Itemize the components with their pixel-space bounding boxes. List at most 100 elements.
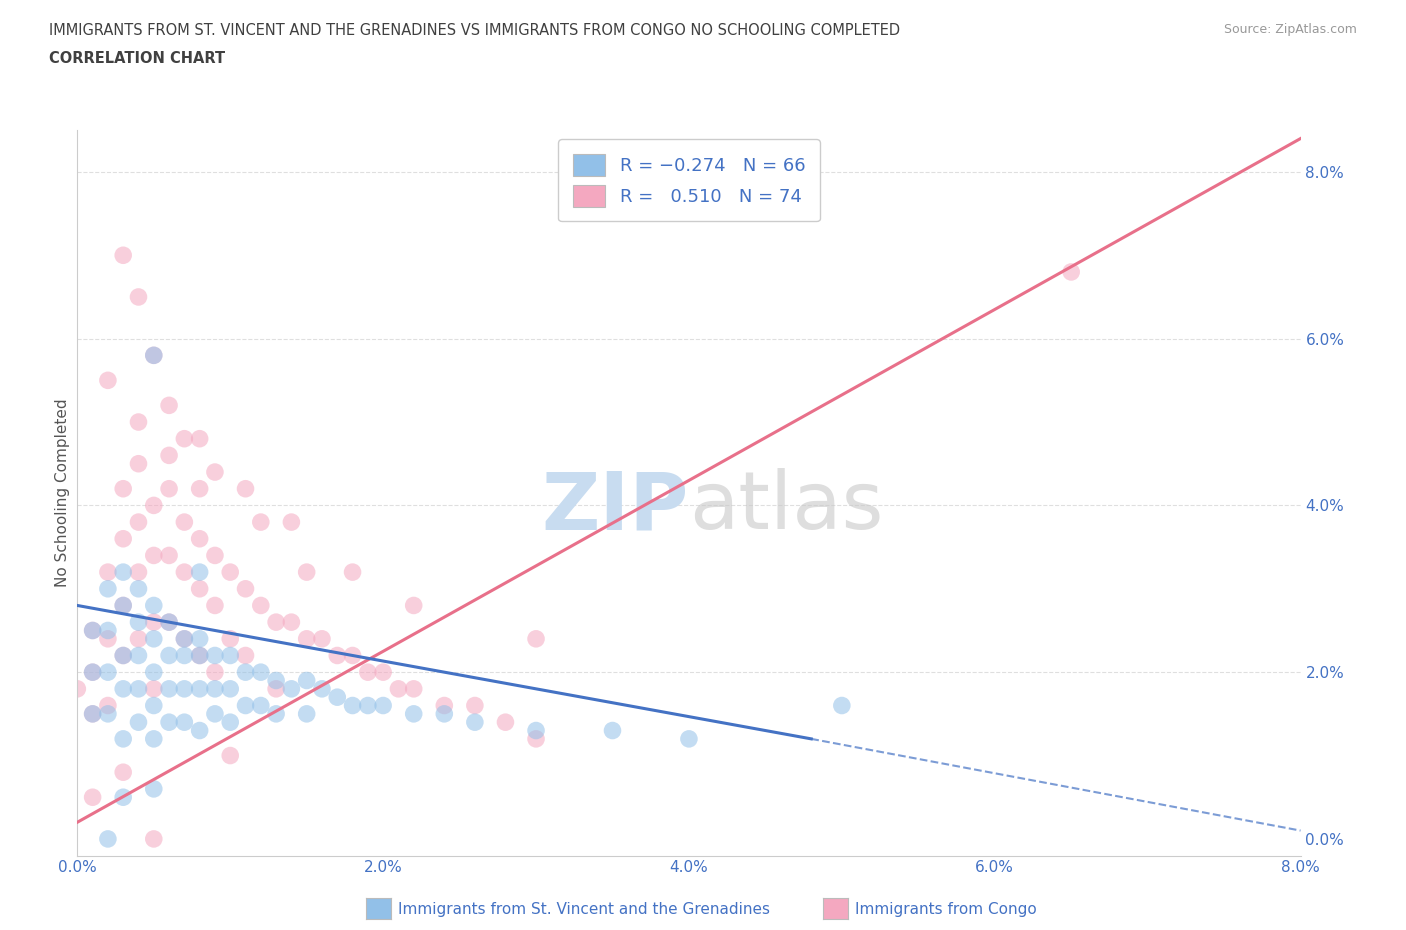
Point	[219, 565, 242, 579]
Point	[127, 289, 149, 304]
Point	[157, 682, 180, 697]
Point	[112, 598, 135, 613]
Point	[112, 764, 135, 779]
Point	[97, 707, 120, 722]
Point	[250, 698, 273, 713]
Point	[173, 514, 195, 529]
Point	[127, 682, 149, 697]
Point	[371, 665, 394, 680]
Point	[142, 348, 165, 363]
Point	[142, 665, 165, 680]
Text: IMMIGRANTS FROM ST. VINCENT AND THE GRENADINES VS IMMIGRANTS FROM CONGO NO SCHOO: IMMIGRANTS FROM ST. VINCENT AND THE GREN…	[49, 23, 900, 38]
Point	[127, 648, 149, 663]
Point	[188, 581, 211, 596]
Point	[219, 648, 242, 663]
Point	[173, 432, 195, 446]
Point	[82, 707, 104, 722]
Point	[142, 731, 165, 746]
Point	[326, 648, 349, 663]
Point	[157, 398, 180, 413]
Point	[82, 665, 104, 680]
Text: Source: ZipAtlas.com: Source: ZipAtlas.com	[1223, 23, 1357, 36]
Point	[142, 348, 165, 363]
Point	[157, 482, 180, 497]
Point	[264, 615, 287, 630]
Point	[342, 698, 364, 713]
Point	[311, 631, 333, 646]
Point	[142, 598, 165, 613]
Point	[250, 665, 273, 680]
Point	[157, 615, 180, 630]
Point	[264, 682, 287, 697]
Point	[387, 682, 409, 697]
Point	[97, 831, 120, 846]
Point	[524, 724, 547, 738]
Point	[112, 598, 135, 613]
Text: ZIP: ZIP	[541, 469, 689, 547]
Point	[188, 565, 211, 579]
Point	[97, 623, 120, 638]
Point	[357, 698, 380, 713]
Point	[112, 565, 135, 579]
Point	[157, 648, 180, 663]
Point	[188, 631, 211, 646]
Point	[295, 707, 318, 722]
Point	[142, 698, 165, 713]
Point	[235, 581, 257, 596]
Point	[188, 648, 211, 663]
Point	[173, 715, 195, 730]
Legend: R = −0.274   N = 66, R =   0.510   N = 74: R = −0.274 N = 66, R = 0.510 N = 74	[558, 140, 820, 221]
Point	[235, 482, 257, 497]
Point	[173, 648, 195, 663]
Point	[82, 665, 104, 680]
Point	[204, 548, 226, 563]
Point	[219, 631, 242, 646]
Text: atlas: atlas	[689, 469, 883, 547]
Point	[157, 548, 180, 563]
Point	[280, 682, 302, 697]
Point	[157, 448, 180, 463]
Point	[524, 731, 547, 746]
Point	[219, 682, 242, 697]
Point	[97, 373, 120, 388]
Point	[1060, 264, 1083, 279]
Point	[127, 715, 149, 730]
Point	[127, 457, 149, 472]
Point	[188, 432, 211, 446]
Point	[219, 715, 242, 730]
Point	[112, 482, 135, 497]
Point	[188, 482, 211, 497]
Point	[831, 698, 853, 713]
Point	[402, 682, 425, 697]
Point	[66, 682, 89, 697]
Point	[235, 648, 257, 663]
Point	[342, 565, 364, 579]
Point	[142, 615, 165, 630]
Point	[311, 682, 333, 697]
Point	[264, 673, 287, 688]
Point	[142, 831, 165, 846]
Point	[295, 565, 318, 579]
Point	[464, 698, 486, 713]
Point	[602, 724, 624, 738]
Point	[142, 631, 165, 646]
Point	[402, 707, 425, 722]
Point	[97, 581, 120, 596]
Point	[82, 790, 104, 804]
Point	[173, 631, 195, 646]
Point	[112, 731, 135, 746]
Point	[173, 682, 195, 697]
Point	[204, 707, 226, 722]
Point	[112, 648, 135, 663]
Point	[295, 673, 318, 688]
Point	[97, 631, 120, 646]
Point	[97, 565, 120, 579]
Point	[173, 565, 195, 579]
Point	[295, 631, 318, 646]
Point	[112, 682, 135, 697]
Point	[127, 514, 149, 529]
Point	[142, 781, 165, 796]
Point	[204, 682, 226, 697]
Point	[250, 598, 273, 613]
Point	[326, 690, 349, 705]
